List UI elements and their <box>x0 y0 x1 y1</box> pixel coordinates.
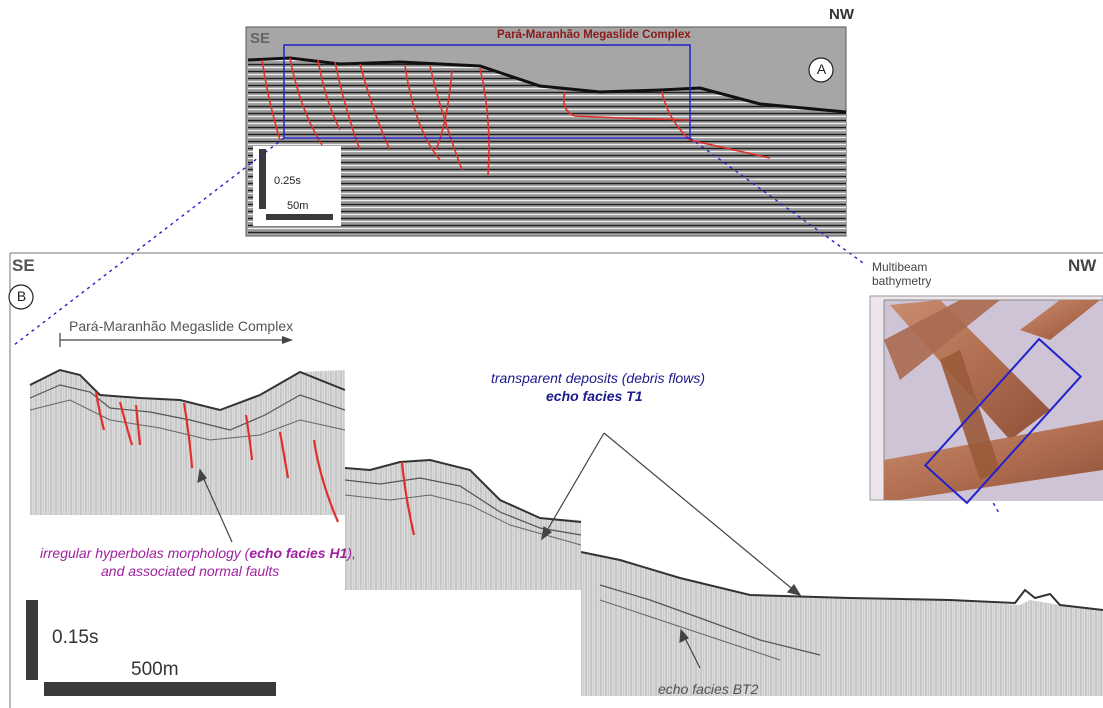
profile-segment-1 <box>29 357 346 515</box>
panel-b-letter-circle <box>8 284 34 310</box>
bathymetry-title: Multibeam bathymetry <box>872 260 931 288</box>
panel-a-zoom-box <box>283 44 691 139</box>
panel-b-scale-horizontal-bar <box>44 682 276 696</box>
bathymetry-title-line1: Multibeam <box>872 260 928 274</box>
panel-b-orientation-nw: NW <box>1068 256 1097 275</box>
panel-a <box>245 26 847 237</box>
panel-a-letter-circle <box>808 57 834 83</box>
panel-a-seismic-body <box>248 58 846 234</box>
echo-facies-t1-label: echo facies T1 <box>546 388 643 404</box>
panel-b-orientation-se: SE <box>12 256 35 275</box>
panel-a-faults <box>261 57 771 176</box>
hyperbola-label-line1: irregular hyperbolas morphology (echo fa… <box>40 545 356 561</box>
transparent-deposits-label: transparent deposits (debris flows) <box>491 370 705 386</box>
hyperbola-label-close: ), <box>347 545 356 561</box>
profile-segment-2 <box>344 432 582 590</box>
panel-b-faults <box>94 391 416 536</box>
panel-a-scale-vertical-bar <box>259 149 266 209</box>
complex-extent-arrowhead <box>282 336 293 344</box>
profile-segment-3 <box>580 512 1103 696</box>
panel-a-letter: A <box>816 61 827 77</box>
panel-a-scale-vertical-label: 0.25s <box>274 175 301 187</box>
panel-a-title: Pará-Maranhão Megaslide Complex <box>497 29 691 41</box>
panel-b-scale-vertical-label: 0.15s <box>52 627 99 648</box>
panel-b <box>8 252 1103 708</box>
panel-a-orientation-se: SE <box>250 30 271 47</box>
annotation-arrows <box>197 432 802 669</box>
echo-facies-h1-label: echo facies H1 <box>249 545 348 561</box>
panel-b-letter: B <box>16 288 27 304</box>
bathymetry-highlight-box <box>923 337 1083 505</box>
bathymetry-inset <box>869 295 1103 505</box>
hyperbola-label-text: irregular hyperbolas morphology ( <box>40 545 250 561</box>
hyperbola-label-line2: and associated normal faults <box>101 563 280 579</box>
complex-extent-label: Pará-Maranhão Megaslide Complex <box>69 318 294 334</box>
panel-a-scale-horizontal-label: 50m <box>287 200 309 212</box>
bathymetry-title-line2: bathymetry <box>872 274 932 288</box>
panel-a-scale-horizontal-bar <box>266 214 333 220</box>
panel-a-scale-inset <box>253 146 341 226</box>
panel-b-scale-vertical-bar <box>26 600 38 680</box>
panel-a-seafloor <box>247 56 847 114</box>
panel-a-orientation-nw: NW <box>829 6 854 23</box>
panel-b-scale-horizontal-label: 500m <box>131 659 179 680</box>
echo-facies-bt2-label: echo facies BT2 <box>658 681 759 697</box>
